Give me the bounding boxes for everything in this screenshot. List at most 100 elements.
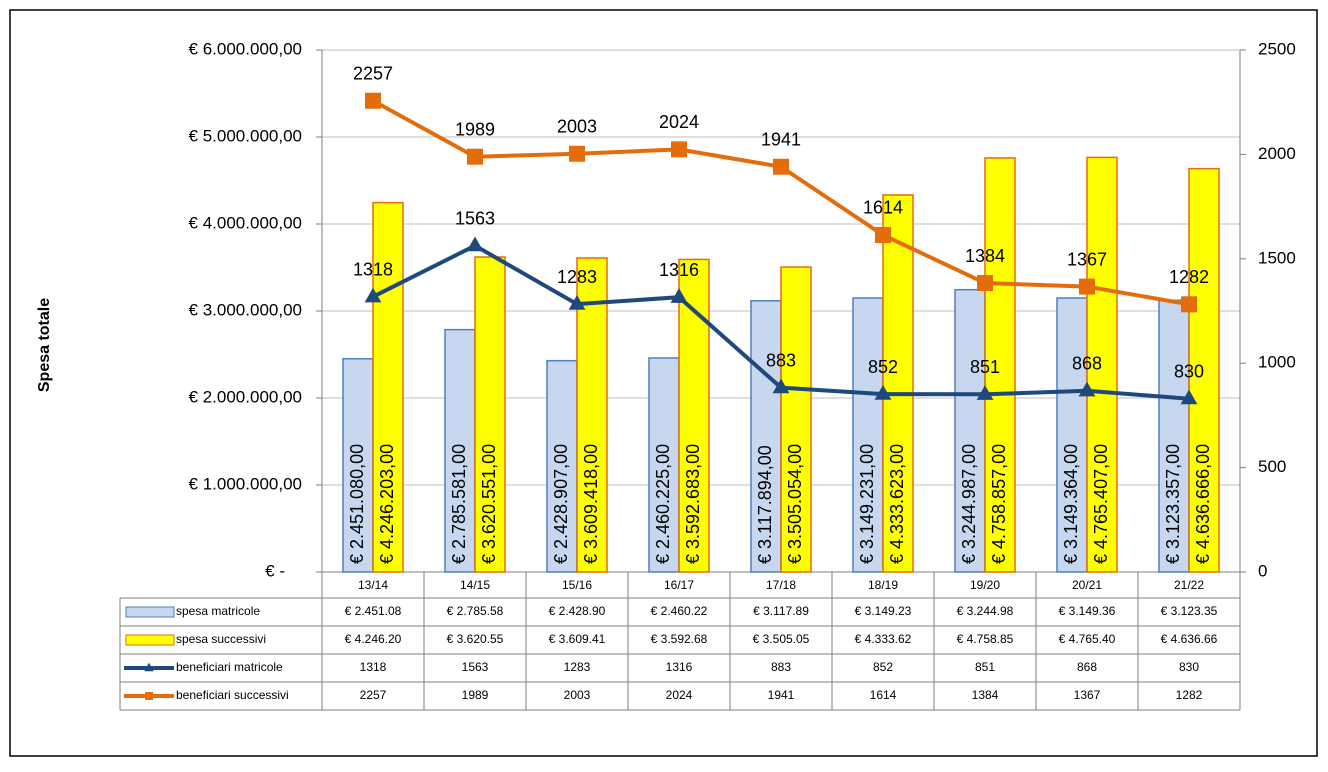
marker (670, 288, 688, 303)
bar (546, 359, 578, 573)
table-cell: 1318 (360, 660, 387, 674)
line-value-label: 1614 (863, 198, 903, 218)
table-cell: 1989 (462, 688, 489, 702)
table-cell: € 4.765.40 (1059, 632, 1116, 646)
bar (882, 194, 914, 573)
table-cell: 2257 (360, 688, 387, 702)
marker (1078, 381, 1096, 397)
legend-key (125, 606, 175, 618)
bar (474, 256, 506, 573)
bar-value-label: € 3.244.987,00 (959, 444, 979, 564)
bar (1158, 299, 1190, 573)
bar (954, 288, 986, 573)
table-cell: € 3.609.41 (549, 632, 606, 646)
bar (852, 297, 884, 573)
y2-tick-label: 2500 (1258, 39, 1296, 58)
table-cell: 868 (1077, 660, 1097, 674)
marker (1079, 278, 1095, 295)
x-tick-label: 17/18 (766, 578, 796, 592)
marker (1181, 296, 1197, 313)
table-cell: € 4.636.66 (1161, 632, 1218, 646)
legend-label: spesa successivi (176, 632, 266, 646)
bar (444, 328, 476, 573)
line-value-label: 852 (868, 357, 898, 377)
line-value-label: 830 (1174, 361, 1204, 381)
table-cell: 1941 (768, 688, 795, 702)
marker (772, 378, 790, 394)
marker (976, 385, 994, 400)
table-cell: € 4.246.20 (345, 632, 402, 646)
line-value-label: 1318 (353, 260, 393, 280)
y-tick-label: € 4.000.000,00 (189, 213, 302, 232)
x-tick-label: 14/15 (460, 578, 490, 592)
marker (466, 236, 484, 252)
bar (342, 358, 374, 573)
line-value-label: 868 (1072, 354, 1102, 374)
line-value-label: 1316 (659, 260, 699, 280)
marker (144, 662, 154, 672)
y-tick-label: € 1.000.000,00 (189, 474, 302, 493)
table-cell: 883 (771, 660, 791, 674)
bar (1056, 297, 1088, 573)
table-cell: € 3.505.05 (753, 632, 810, 646)
y2-tick-label: 2000 (1258, 144, 1296, 163)
bar-value-label: € 3.505.054,00 (785, 444, 805, 564)
marker (1180, 389, 1198, 405)
x-tick-label: 20/21 (1072, 578, 1102, 592)
bar-value-label: € 4.246.203,00 (377, 444, 397, 564)
bar (648, 357, 680, 573)
bar (780, 266, 812, 573)
line-value-label: 1989 (455, 119, 495, 139)
legend-label: spesa matricole (176, 604, 260, 618)
table-cell: € 4.758.85 (957, 632, 1014, 646)
table-cell: € 3.244.98 (957, 604, 1014, 618)
bar-value-label: € 3.620.551,00 (479, 444, 499, 564)
line-value-label: 1384 (965, 246, 1005, 266)
table-cell: € 2.785.58 (447, 604, 504, 618)
line-value-label: 1941 (761, 129, 801, 149)
bar (576, 257, 608, 573)
line-value-label: 1563 (455, 208, 495, 228)
y2-tick-label: 1500 (1258, 248, 1296, 267)
marker (671, 141, 687, 158)
bar-value-label: € 3.149.364,00 (1061, 444, 1081, 564)
bar-value-label: € 3.149.231,00 (857, 444, 877, 564)
line-value-label: 1282 (1169, 267, 1209, 287)
table-cell: € 3.117.89 (753, 604, 809, 618)
bar-value-label: € 2.428.907,00 (551, 444, 571, 564)
line-value-label: 883 (766, 350, 796, 370)
y-tick-label: € 5.000.000,00 (189, 126, 302, 145)
table-cell: 1283 (564, 660, 591, 674)
bar-value-label: € 4.333.623,00 (887, 444, 907, 564)
line-value-label: 851 (970, 357, 1000, 377)
y2-tick-label: 0 (1258, 561, 1267, 580)
line-value-label: 1367 (1067, 249, 1107, 269)
marker (365, 92, 381, 109)
x-tick-label: 16/17 (664, 578, 694, 592)
legend-label: beneficiari successivi (176, 688, 289, 702)
bar (372, 201, 404, 573)
bar-value-label: € 3.592.683,00 (683, 444, 703, 564)
legend-key (125, 634, 175, 646)
table-cell: € 3.149.36 (1059, 604, 1116, 618)
table-cell: € 3.149.23 (855, 604, 912, 618)
table-cell: € 2.460.22 (651, 604, 708, 618)
line-value-label: 1283 (557, 267, 597, 287)
table-cell: € 3.620.55 (447, 632, 504, 646)
line-value-label: 2257 (353, 63, 393, 83)
x-tick-label: 13/14 (358, 578, 388, 592)
marker (145, 692, 153, 700)
y-axis-title: Spesa totale (36, 298, 53, 392)
marker (977, 275, 993, 292)
bar-value-label: € 2.460.225,00 (653, 444, 673, 564)
x-tick-label: 19/20 (970, 578, 1000, 592)
marker (773, 158, 789, 175)
bar (984, 157, 1016, 573)
table-cell: € 4.333.62 (855, 632, 912, 646)
table-cell: 1563 (462, 660, 489, 674)
y2-tick-label: 500 (1258, 457, 1286, 476)
table-cell: € 3.592.68 (651, 632, 708, 646)
table-cell: 2024 (666, 688, 693, 702)
bar-value-label: € 4.758.857,00 (989, 444, 1009, 564)
